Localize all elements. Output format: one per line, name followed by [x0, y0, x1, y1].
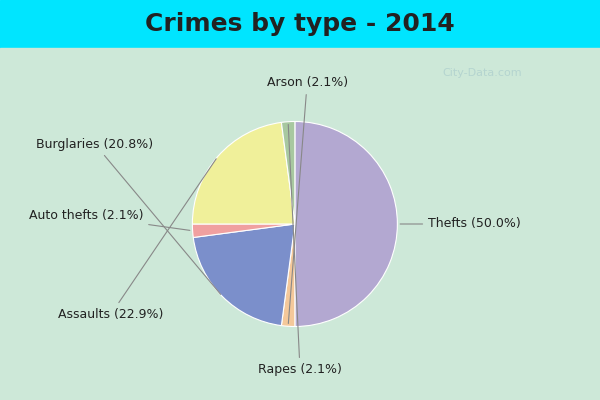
- Text: Burglaries (20.8%): Burglaries (20.8%): [36, 138, 221, 294]
- Text: Thefts (50.0%): Thefts (50.0%): [400, 218, 521, 230]
- Wedge shape: [281, 122, 295, 224]
- Text: Arson (2.1%): Arson (2.1%): [266, 76, 348, 324]
- Wedge shape: [193, 224, 295, 326]
- Bar: [0, 0, 600, 48]
- Wedge shape: [193, 224, 295, 238]
- Wedge shape: [295, 122, 397, 326]
- Text: Rapes (2.1%): Rapes (2.1%): [258, 124, 342, 376]
- Text: Crimes by type - 2014: Crimes by type - 2014: [145, 12, 455, 36]
- Wedge shape: [281, 224, 295, 326]
- Text: Assaults (22.9%): Assaults (22.9%): [58, 159, 216, 321]
- Bar: [0, 48, 600, 400]
- Wedge shape: [193, 122, 295, 224]
- Text: City-Data.com: City-Data.com: [442, 68, 522, 78]
- Text: Auto thefts (2.1%): Auto thefts (2.1%): [29, 209, 190, 230]
